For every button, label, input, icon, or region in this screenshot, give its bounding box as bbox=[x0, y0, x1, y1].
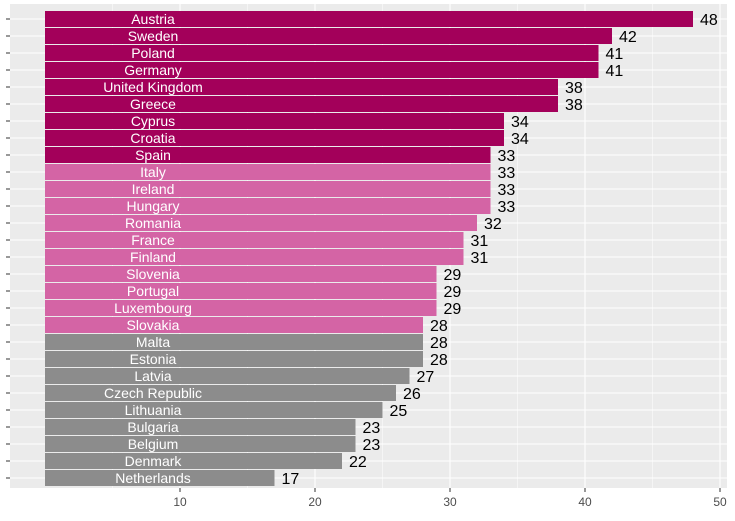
bar-bulgaria bbox=[45, 419, 356, 435]
bar-value-label: 32 bbox=[484, 216, 502, 233]
bar-lithuania bbox=[45, 402, 383, 418]
bar-value-label: 33 bbox=[498, 165, 516, 182]
bar-united-kingdom bbox=[45, 79, 558, 95]
bar-value-label: 28 bbox=[430, 318, 448, 335]
bar-value-label: 28 bbox=[430, 352, 448, 369]
bar-value-label: 34 bbox=[511, 131, 529, 148]
bar-denmark bbox=[45, 453, 342, 469]
bar-latvia bbox=[45, 368, 410, 384]
bar-belgium bbox=[45, 436, 356, 452]
bar-category-label: Portugal bbox=[127, 283, 179, 299]
bar-poland bbox=[45, 45, 599, 61]
bar-category-label: Bulgaria bbox=[127, 419, 179, 435]
bar-category-label: Poland bbox=[131, 45, 175, 61]
bar-category-label: Greece bbox=[130, 96, 176, 112]
bars-group: Austria 48 Sweden 42 Poland 41 Germany 41 United… bbox=[45, 11, 718, 488]
bar-ireland bbox=[45, 181, 491, 197]
bar-category-label: Finland bbox=[130, 249, 176, 265]
x-tick-label: 30 bbox=[443, 495, 457, 509]
bar-austria bbox=[45, 11, 693, 27]
bar-netherlands bbox=[45, 470, 275, 486]
bar-portugal bbox=[45, 283, 437, 299]
bar-value-label: 29 bbox=[444, 301, 462, 318]
bar-italy bbox=[45, 164, 491, 180]
bar-value-label: 29 bbox=[444, 267, 462, 284]
bar-value-label: 31 bbox=[471, 233, 489, 250]
bar-value-label: 41 bbox=[606, 63, 624, 80]
bar-category-label: Slovakia bbox=[127, 317, 180, 333]
bar-value-label: 23 bbox=[363, 437, 381, 454]
bar-category-label: Denmark bbox=[125, 453, 183, 469]
bar-value-label: 17 bbox=[282, 471, 300, 488]
bar-value-label: 22 bbox=[349, 454, 367, 471]
bar-category-label: Austria bbox=[131, 11, 175, 27]
bar-category-label: Spain bbox=[135, 147, 171, 163]
bar-malta bbox=[45, 334, 423, 350]
bar-value-label: 23 bbox=[363, 420, 381, 437]
bar-category-label: Croatia bbox=[130, 130, 175, 146]
bar-czech-republic bbox=[45, 385, 396, 401]
bar-category-label: Netherlands bbox=[115, 470, 191, 486]
bar-category-label: Slovenia bbox=[126, 266, 180, 282]
bar-hungary bbox=[45, 198, 491, 214]
bar-value-label: 38 bbox=[565, 80, 583, 97]
bar-spain bbox=[45, 147, 491, 163]
bar-value-label: 28 bbox=[430, 335, 448, 352]
y-axis-ticks bbox=[6, 18, 10, 479]
bar-luxembourg bbox=[45, 300, 437, 316]
bar-category-label: Luxembourg bbox=[114, 300, 192, 316]
bar-finland bbox=[45, 249, 464, 265]
bar-value-label: 38 bbox=[565, 97, 583, 114]
bar-value-label: 33 bbox=[498, 199, 516, 216]
bar-value-label: 31 bbox=[471, 250, 489, 267]
bar-germany bbox=[45, 62, 599, 78]
bar-category-label: Germany bbox=[124, 62, 182, 78]
bar-category-label: Cyprus bbox=[131, 113, 175, 129]
bar-category-label: Czech Republic bbox=[104, 385, 202, 401]
bar-value-label: 33 bbox=[498, 148, 516, 165]
bar-value-label: 33 bbox=[498, 182, 516, 199]
bar-cyprus bbox=[45, 113, 504, 129]
x-tick-label: 40 bbox=[578, 495, 592, 509]
bar-category-label: Malta bbox=[136, 334, 170, 350]
bar-value-label: 48 bbox=[700, 12, 718, 29]
x-axis: 10 20 30 40 50 bbox=[173, 488, 727, 509]
bar-category-label: Italy bbox=[140, 164, 166, 180]
bar-category-label: United Kingdom bbox=[103, 79, 203, 95]
bar-value-label: 25 bbox=[390, 403, 408, 420]
bar-slovenia bbox=[45, 266, 437, 282]
bar-value-label: 34 bbox=[511, 114, 529, 131]
x-tick-label: 10 bbox=[173, 495, 187, 509]
bar-value-label: 26 bbox=[403, 386, 421, 403]
bar-category-label: Sweden bbox=[128, 28, 179, 44]
bar-slovakia bbox=[45, 317, 423, 333]
bar-france bbox=[45, 232, 464, 248]
x-tick-label: 50 bbox=[713, 495, 727, 509]
bar-sweden bbox=[45, 28, 612, 44]
bar-category-label: Romania bbox=[125, 215, 181, 231]
bar-greece bbox=[45, 96, 558, 112]
bar-category-label: Latvia bbox=[134, 368, 172, 384]
bar-value-label: 41 bbox=[606, 46, 624, 63]
bar-category-label: Estonia bbox=[130, 351, 177, 367]
bar-category-label: Ireland bbox=[132, 181, 175, 197]
bar-category-label: Belgium bbox=[128, 436, 179, 452]
bar-croatia bbox=[45, 130, 504, 146]
bar-category-label: Lithuania bbox=[125, 402, 182, 418]
bar-value-label: 27 bbox=[417, 369, 435, 386]
x-tick-label: 20 bbox=[308, 495, 322, 509]
bar-value-label: 29 bbox=[444, 284, 462, 301]
bar-category-label: Hungary bbox=[127, 198, 180, 214]
bar-estonia bbox=[45, 351, 423, 367]
bar-value-label: 42 bbox=[619, 29, 637, 46]
bar-category-label: France bbox=[131, 232, 175, 248]
bar-romania bbox=[45, 215, 477, 231]
